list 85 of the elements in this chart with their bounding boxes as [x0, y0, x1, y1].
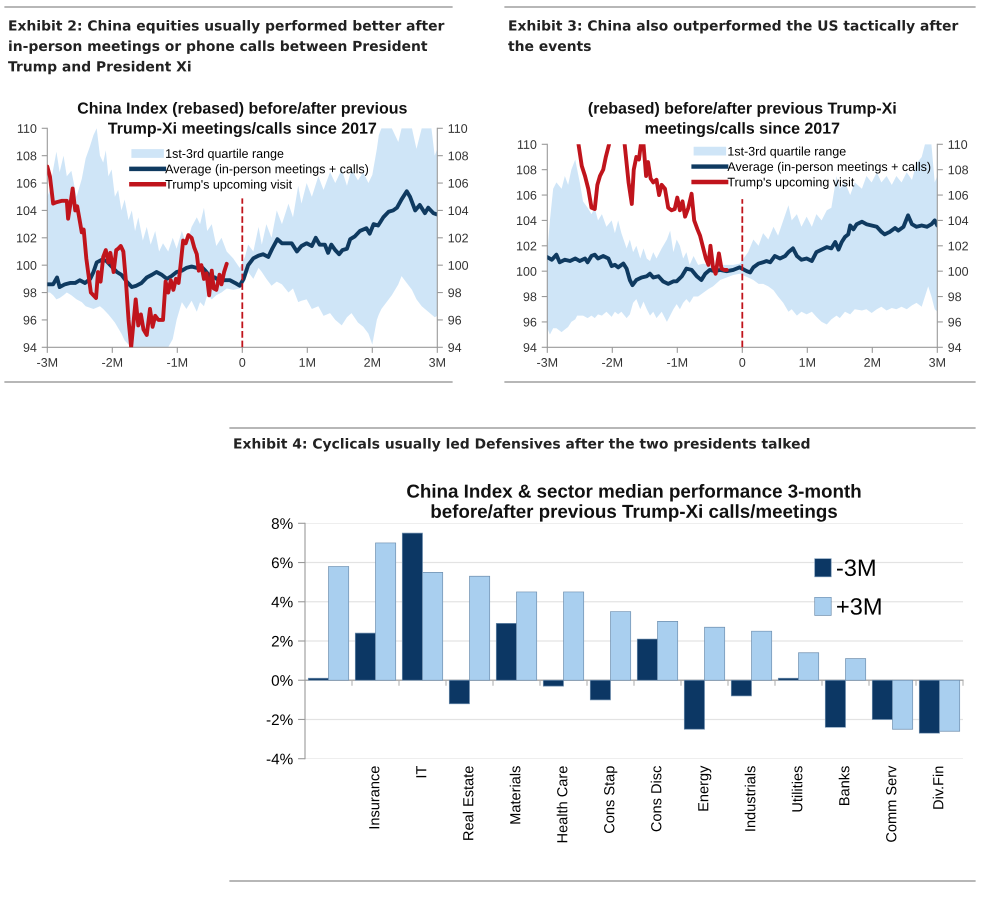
legend-label: Average (in-person meetings + calls)	[727, 162, 930, 174]
legend-label: 1st-3rd quartile range	[166, 148, 284, 160]
y-tick-label: 96	[24, 316, 36, 325]
y2-tick-label: 102	[448, 234, 468, 242]
y-tick-label: 94	[24, 343, 37, 352]
x-tick-label: Industrials	[744, 766, 756, 831]
x-tick-label: Energy	[698, 766, 712, 811]
x-tick-label: Health Care	[556, 766, 568, 842]
y2-tick-label: 100	[948, 266, 968, 276]
x-tick-label: -3M	[37, 358, 58, 367]
y-tick-label: 110	[18, 124, 36, 133]
x-tick-label: Cons Stap	[604, 766, 618, 833]
legend-label: +3M	[837, 598, 881, 615]
legend-label: Average (in-person meetings + calls)	[165, 164, 368, 176]
y2-tick-label: 94	[448, 343, 462, 352]
x-tick-label: -1M	[167, 358, 188, 367]
chart-title: Exhibit 4: Cyclicals usually led Defensives after the two presidents talked	[234, 438, 810, 452]
chart-title: Exhibit 3: China also outperformed the US tactically after the events	[508, 20, 958, 52]
y-tick-label: 96	[524, 318, 536, 327]
legend-label: Trump's upcoming visit	[165, 180, 292, 192]
legend-label: 1st-3rd quartile range	[728, 146, 846, 158]
x-tick-label: Comm Serv	[886, 766, 896, 842]
x-tick-label: -3M	[537, 358, 558, 367]
y-tick-label: 100	[516, 266, 536, 276]
y-tick-label: 100	[16, 260, 36, 270]
x-tick-label: Div.Fin	[932, 766, 944, 809]
y-tick-label: -2%	[266, 714, 293, 726]
x-tick-label: 0	[739, 358, 746, 367]
y2-tick-label: 104	[948, 216, 968, 226]
x-tick-label: Insurance	[369, 766, 380, 828]
y-tick-label: 98	[524, 292, 536, 302]
y-tick-label: 104	[16, 206, 37, 216]
y2-tick-label: 98	[448, 288, 462, 298]
y-tick-label: 108	[516, 165, 536, 174]
x-tick-label: Materials	[510, 766, 520, 824]
x-tick-label: Cons Disc	[650, 766, 662, 832]
y-tick-label: 106	[16, 178, 36, 188]
legend-label: -3M	[836, 559, 875, 576]
x-tick-label: 1M	[800, 358, 815, 367]
y2-tick-label: 106	[448, 178, 468, 188]
y-tick-label: 2%	[272, 636, 293, 647]
y-tick-label: 0%	[272, 675, 293, 686]
x-tick-label: Utilities	[792, 766, 802, 812]
y-tick-label: 106	[516, 190, 536, 200]
chart-subtitle: (rebased) before/after previous Trump-Xi meetings/calls since 2017	[588, 102, 896, 138]
y2-tick-label: 96	[448, 316, 462, 325]
chart-subtitle: China Index & sector median performance 3-month before/after previous Trump-Xi calls/meetings	[407, 484, 861, 522]
y-tick-label: 102	[516, 242, 536, 250]
y-tick-label: -4%	[266, 754, 293, 764]
x-tick-label: 3M	[429, 358, 445, 367]
y-tick-label: 8%	[272, 518, 293, 529]
y-tick-label: 102	[16, 234, 36, 242]
y-tick-label: 98	[24, 288, 36, 298]
y2-tick-label: 98	[948, 292, 962, 302]
y2-tick-label: 110	[448, 124, 468, 133]
x-tick-label: 2M	[364, 358, 380, 367]
y2-tick-label: 108	[948, 165, 968, 174]
y-tick-label: 6%	[272, 557, 293, 568]
y-tick-label: 4%	[271, 596, 293, 608]
x-tick-label: 1M	[300, 358, 315, 367]
x-tick-label: 3M	[929, 358, 945, 367]
y-tick-label: 108	[16, 151, 36, 160]
y2-tick-label: 108	[448, 151, 468, 160]
y-tick-label: 110	[518, 140, 536, 149]
y2-tick-label: 110	[948, 140, 968, 149]
legend-label: Trump's upcoming visit	[728, 177, 854, 189]
x-tick-label: Banks	[838, 766, 850, 805]
y2-tick-label: 96	[948, 318, 962, 327]
x-tick-label: IT	[416, 766, 426, 778]
chart-subtitle: China Index (rebased) before/after previous Trump-Xi meetings/calls since 2017	[78, 102, 407, 138]
y-tick-label: 94	[524, 343, 537, 352]
y2-tick-label: 100	[448, 260, 468, 270]
y2-tick-label: 102	[948, 242, 968, 250]
x-tick-label: Real Estate	[462, 766, 474, 840]
y2-tick-label: 94	[948, 343, 962, 352]
x-tick-label: -1M	[667, 358, 688, 367]
x-tick-label: -2M	[102, 358, 122, 367]
y2-tick-label: 104	[448, 206, 468, 216]
x-tick-label: 0	[239, 358, 246, 367]
chart-title: Exhibit 2: China equities usually performed better after in-person meetings or phone calls between President Trump and President Xi	[8, 20, 444, 74]
x-tick-label: 2M	[864, 358, 880, 367]
y2-tick-label: 106	[948, 190, 968, 200]
line-series	[547, 213, 938, 288]
y-tick-label: 104	[516, 216, 537, 226]
x-tick-label: -2M	[602, 358, 622, 367]
